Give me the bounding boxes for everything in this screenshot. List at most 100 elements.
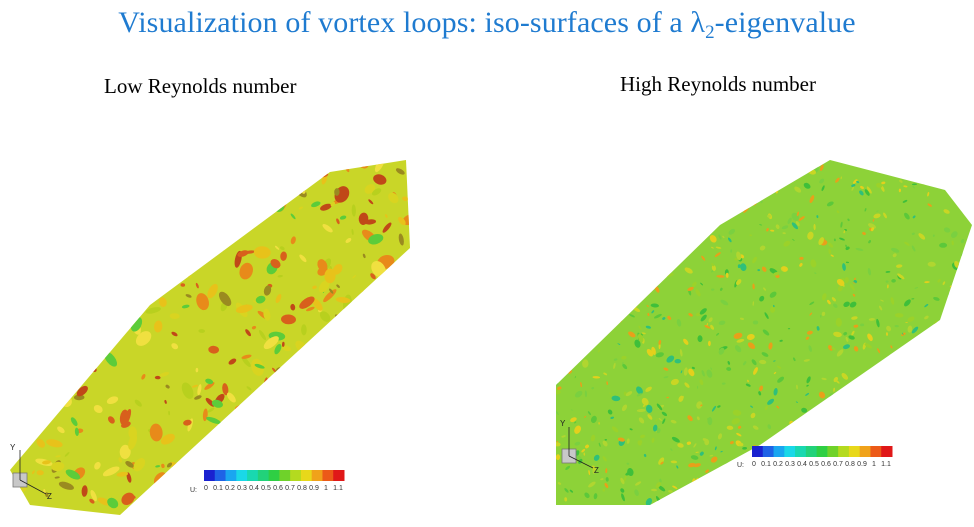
vortex-blob (707, 340, 711, 347)
vortex-blob (370, 273, 376, 280)
colorbar-tick-label: 0.1 (761, 461, 771, 468)
vortex-blob (390, 380, 396, 385)
vortex-blob (581, 448, 586, 453)
vortex-blob (889, 370, 894, 373)
vortex-blob (905, 379, 913, 383)
vortex-blob (305, 306, 315, 312)
vortex-blob (589, 278, 595, 283)
vortex-blob (864, 343, 873, 349)
vortex-blob (106, 201, 116, 213)
vortex-blob (763, 287, 767, 291)
vortex-blob (565, 184, 569, 187)
vortex-blob (201, 171, 213, 178)
vortex-blob (336, 218, 340, 225)
vortex-blob (821, 377, 827, 381)
vortex-blob (688, 313, 693, 317)
vortex-blob (926, 454, 936, 462)
vortex-blob (584, 390, 588, 398)
vortex-blob (280, 251, 287, 261)
vortex-blob (963, 195, 968, 205)
vortex-blob (838, 498, 845, 504)
vortex-blob (287, 163, 293, 169)
vortex-blob (914, 408, 922, 413)
vortex-blob (927, 203, 932, 207)
vortex-blob (127, 187, 134, 197)
vortex-blob (81, 355, 92, 369)
vortex-blob (636, 408, 646, 413)
vortex-blob (93, 328, 101, 334)
vortex-blob (748, 189, 752, 195)
vortex-blob (557, 386, 562, 390)
vortex-blob (701, 255, 706, 261)
vortex-blob (906, 375, 914, 381)
vortex-blob (739, 317, 745, 320)
vortex-blob (779, 339, 783, 342)
vortex-blob (723, 481, 728, 489)
vortex-blob (636, 386, 643, 395)
vortex-blob (830, 254, 834, 257)
vortex-blob (934, 491, 939, 498)
axis-z-label-high: Z (594, 466, 599, 475)
vortex-blob (936, 360, 943, 370)
vortex-blob (603, 372, 608, 376)
vortex-blob (878, 305, 883, 311)
vortex-blob (378, 345, 396, 353)
vortex-blob (717, 490, 725, 495)
vortex-blob (699, 308, 707, 315)
vortex-blob (10, 392, 13, 396)
vortex-blob (776, 405, 780, 409)
vortex-blob (52, 344, 61, 353)
vortex-blob (379, 493, 385, 499)
vortex-blob (656, 167, 661, 176)
vortex-blob (960, 340, 966, 344)
vortex-blob (101, 330, 112, 341)
vortex-blob (582, 359, 589, 368)
vortex-blob (236, 493, 242, 497)
vortex-blob (813, 223, 816, 231)
vortex-blob (225, 184, 243, 196)
vortex-blob (656, 403, 663, 411)
vortex-blob (579, 203, 586, 207)
vortex-blob (810, 480, 817, 489)
vortex-blob (273, 500, 284, 510)
vortex-blob (168, 410, 171, 416)
vortex-blob (682, 225, 685, 228)
vortex-blob (657, 182, 660, 185)
vortex-blob (557, 482, 562, 485)
vortex-blob (845, 336, 849, 342)
vortex-blob (45, 492, 49, 497)
vortex-blob (942, 281, 946, 286)
vortex-blob (635, 250, 639, 254)
vortex-blob (894, 468, 899, 476)
vortex-blob (640, 434, 646, 439)
vortex-blob (670, 448, 673, 451)
vortex-blob (747, 379, 749, 383)
vortex-blob (924, 315, 929, 320)
vortex-blob (194, 395, 202, 400)
vortex-blob (764, 312, 769, 319)
vortex-blob (770, 306, 776, 313)
vortex-blob (822, 483, 827, 493)
vortex-blob (312, 493, 326, 507)
vortex-blob (799, 256, 804, 260)
vortex-blob (699, 162, 705, 171)
vortex-blob (262, 510, 270, 514)
vortex-blob (728, 483, 733, 487)
vortex-blob (740, 263, 747, 271)
vortex-blob (78, 248, 86, 259)
vortex-blob (709, 190, 716, 196)
vortex-blob (775, 224, 780, 230)
colorbar-swatch (225, 470, 237, 481)
vortex-blob (783, 240, 791, 247)
vortex-blob (51, 371, 59, 385)
vortex-blob (14, 259, 22, 269)
vortex-blob (290, 303, 296, 311)
vortex-blob (42, 356, 55, 372)
vortex-blob (710, 324, 715, 330)
vortex-blob (395, 318, 403, 334)
vortex-blob (94, 461, 101, 470)
vortex-blob (847, 218, 850, 222)
vortex-blob (645, 404, 653, 413)
vortex-blob (725, 166, 729, 168)
vortex-blob (342, 505, 350, 512)
